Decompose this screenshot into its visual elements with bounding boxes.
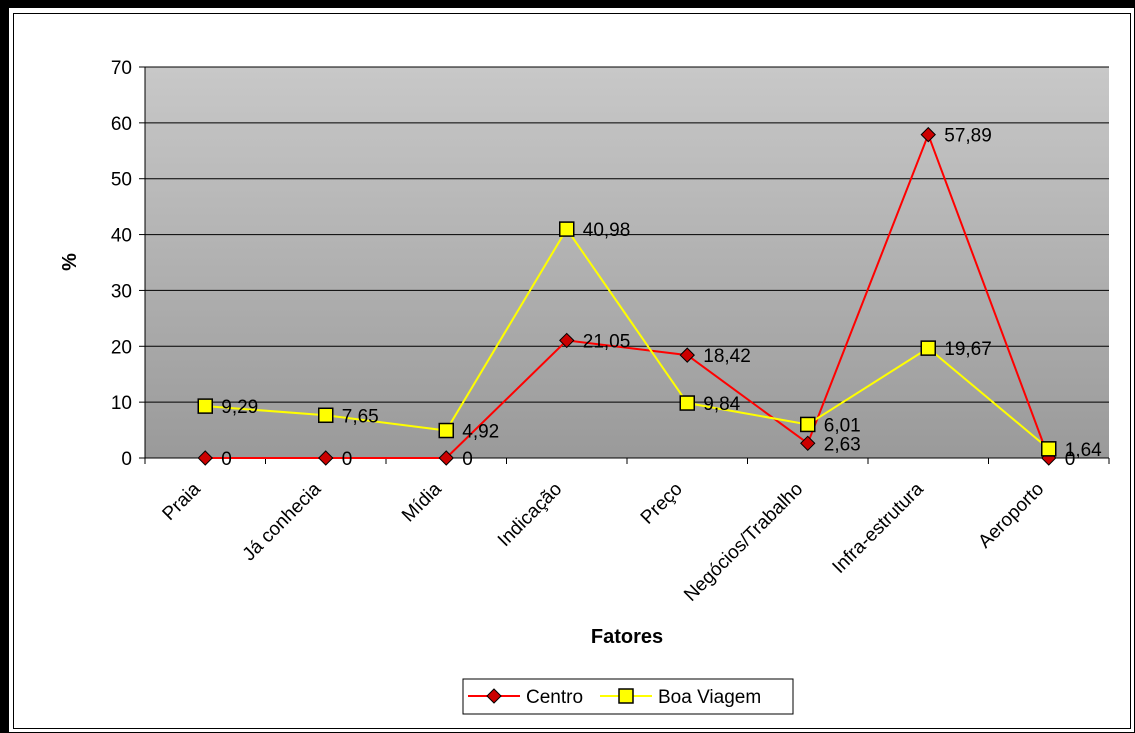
x-tick-label: Praia <box>159 478 206 525</box>
data-label-boa-viagem: 1,64 <box>1065 440 1102 461</box>
series-line-centro <box>205 131 1050 459</box>
y-tick-label: 40 <box>111 226 132 247</box>
x-tick-labels: Praia Já conhecia Mídia Indicação PreçoNegóc… <box>159 478 1049 605</box>
data-label-centro: 0 <box>462 449 473 470</box>
data-label-boa-viagem: 9,29 <box>221 397 258 418</box>
x-tick-label: Negócios/Trabalho <box>680 479 807 606</box>
data-label-centro: 0 <box>1065 449 1076 470</box>
x-tick-label: Infra-estrutura <box>829 478 929 578</box>
y-axis-title: % <box>59 253 81 271</box>
data-label-centro: 0 <box>221 449 232 470</box>
y-tick-label: 30 <box>111 281 132 302</box>
point-centro <box>197 450 213 466</box>
y-tick-label: 0 <box>121 449 132 470</box>
x-tick-label: Aeroporto <box>974 479 1048 553</box>
point-centro <box>800 435 816 452</box>
legend-label: Boa Viagem <box>658 687 761 708</box>
point-centro <box>318 450 334 466</box>
y-tick-labels: 0 10 20 30 40 50 60 70 <box>111 58 132 470</box>
point-boa-viagem <box>920 340 936 356</box>
legend-label: Centro <box>526 687 583 708</box>
point-boa-viagem <box>1041 441 1057 457</box>
x-axis-title: Fatores <box>591 626 663 648</box>
point-boa-viagem <box>318 407 334 424</box>
legend: Centro Boa Viagem <box>462 678 794 715</box>
data-label-boa-viagem: 19,67 <box>944 339 992 360</box>
x-tick-label: Preço <box>637 479 687 529</box>
series-line-boa-viagem <box>205 227 1050 450</box>
x-tick-label: Já conhecia <box>239 478 326 565</box>
point-boa-viagem <box>438 422 454 439</box>
data-label-centro: 57,89 <box>944 126 992 147</box>
point-boa-viagem <box>800 416 816 433</box>
point-centro <box>438 450 454 466</box>
point-centro <box>559 332 575 349</box>
y-tick-label: 20 <box>111 337 132 358</box>
legend-marker <box>618 688 634 704</box>
data-labels: 0 0 0 21,05 18,42 2,63 57,89 0 9,29 7,65 4,92 40,98… <box>221 126 1102 470</box>
data-label-boa-viagem: 4,92 <box>462 422 499 443</box>
plot-area <box>145 67 1109 458</box>
x-tick-label: Indicação <box>494 479 566 551</box>
legend-marker <box>486 688 502 704</box>
data-label-centro: 18,42 <box>703 346 751 367</box>
data-label-boa-viagem: 9,84 <box>703 394 740 415</box>
series-group <box>197 126 1057 466</box>
point-boa-viagem <box>679 395 695 411</box>
point-centro <box>920 126 936 143</box>
data-label-boa-viagem: 7,65 <box>342 406 379 427</box>
point-boa-viagem <box>559 221 575 237</box>
y-tick-label: 10 <box>111 393 132 414</box>
data-label-boa-viagem: 6,01 <box>824 415 861 436</box>
y-tick-label: 50 <box>111 170 132 191</box>
y-tick-label: 60 <box>111 114 132 135</box>
point-boa-viagem <box>197 398 213 414</box>
y-tick-label: 70 <box>111 58 132 79</box>
x-tick-label: Mídia <box>398 478 446 526</box>
data-label-centro: 0 <box>342 449 353 470</box>
data-label-boa-viagem: 40,98 <box>583 220 631 241</box>
point-centro <box>679 347 695 363</box>
data-label-centro: 21,05 <box>583 331 631 352</box>
data-label-centro: 2,63 <box>824 434 861 455</box>
gridlines <box>145 66 1109 403</box>
